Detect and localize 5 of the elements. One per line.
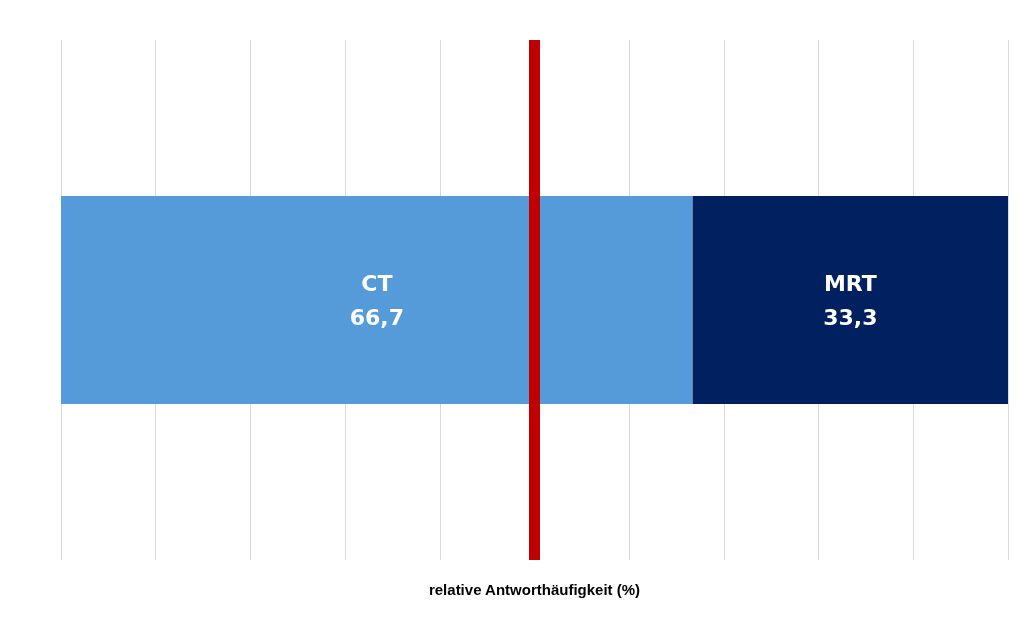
series-label: MRT xyxy=(823,270,877,296)
x-axis-title: relative Antworthäufigkeit (%) xyxy=(428,581,641,598)
series-label: CT xyxy=(361,270,393,296)
data-label: 66,7 xyxy=(349,304,404,330)
data-label: 33,3 xyxy=(823,304,878,330)
